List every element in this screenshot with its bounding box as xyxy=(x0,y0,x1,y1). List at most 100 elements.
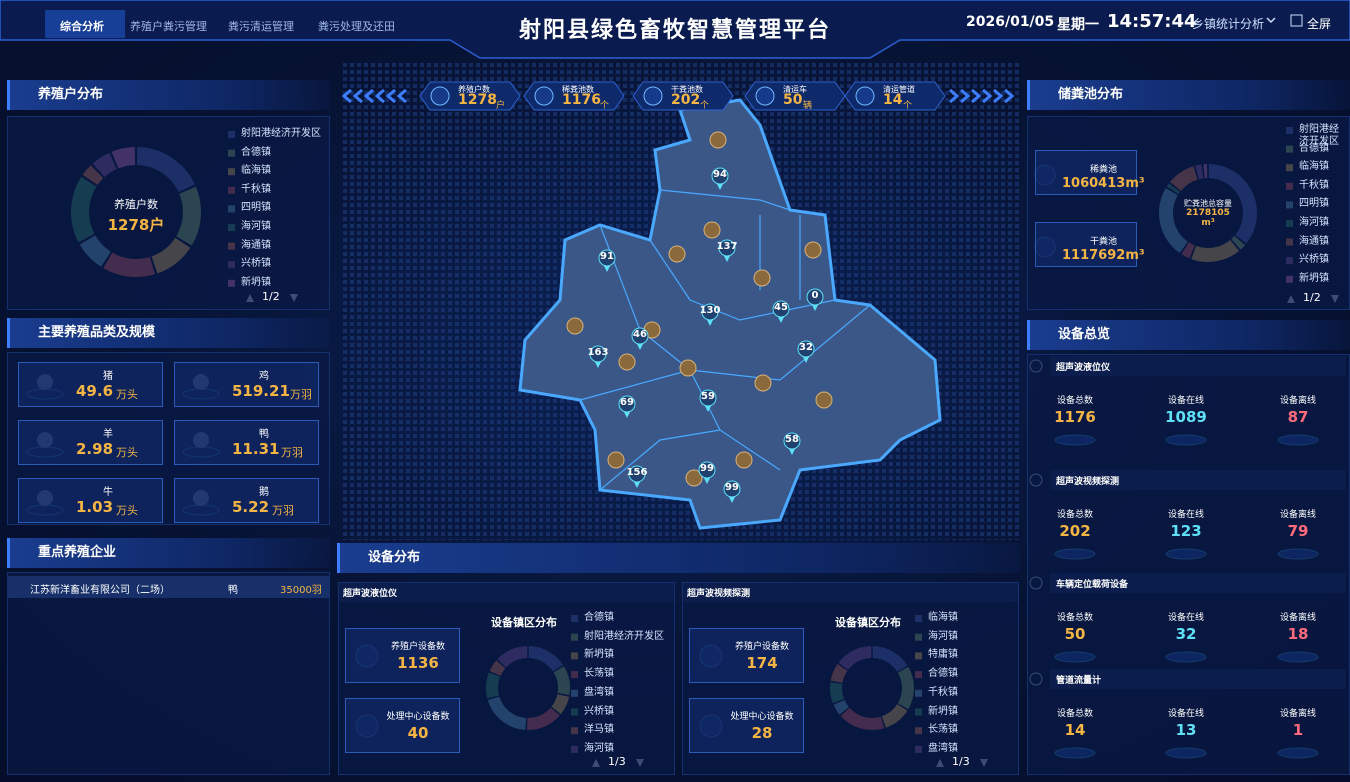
device-label: 养殖户设备数 xyxy=(390,642,445,652)
marker-count: 163 xyxy=(587,347,609,358)
legend-label: 特庸镇 xyxy=(928,649,958,661)
summary-unit: 户 xyxy=(496,101,506,111)
active-tab-bg xyxy=(45,10,125,38)
marker-tail xyxy=(778,317,784,323)
livestock-unit: 万头 xyxy=(116,388,138,401)
pager: 1/3 xyxy=(952,755,970,768)
legend-label: 千秋镇 xyxy=(928,686,958,698)
stat-label: 设备离线 xyxy=(1279,510,1316,520)
panel-header: 主要养殖品类及规模 xyxy=(7,318,330,348)
legend-label: 兴桥镇 xyxy=(584,705,614,717)
summary-label: 稀粪池数 xyxy=(562,85,594,94)
summary-label: 干粪池数 xyxy=(671,85,703,94)
chart-title: 设备镇区分布 xyxy=(491,616,557,629)
marker-count: 45 xyxy=(774,302,788,313)
pager: 1/3 xyxy=(608,755,626,768)
livestock-value: 5.22 xyxy=(232,498,270,516)
chart-title: 设备镇区分布 xyxy=(835,616,901,629)
nav-tab[interactable]: 养殖户粪污管理 xyxy=(130,20,207,33)
storage-label: 干粪池 xyxy=(1090,237,1118,247)
stat-value: 202 xyxy=(1059,522,1091,540)
strip-arrows xyxy=(949,88,1015,104)
livestock-card xyxy=(174,362,319,407)
nav-tab[interactable]: 综合分析 xyxy=(60,20,104,33)
marker-tail xyxy=(803,357,809,363)
livestock-value: 519.21 xyxy=(232,382,290,400)
enterprise-cell: 35000羽 xyxy=(280,585,322,596)
legend-label: 千秋镇 xyxy=(1299,179,1329,191)
stat-value: 79 xyxy=(1287,522,1309,540)
donut-center-label: 养殖户数 xyxy=(114,198,158,211)
marker-count: 130 xyxy=(699,305,721,316)
stat-label: 设备总数 xyxy=(1056,709,1093,719)
group-title: 管道流量计 xyxy=(1056,676,1102,686)
device-value: 1136 xyxy=(397,654,439,672)
region-menu[interactable]: 乡镇统计分析 xyxy=(1192,17,1265,31)
legend-label: 临海镇 xyxy=(928,612,958,623)
legend-label: 新坍镇 xyxy=(928,705,958,717)
livestock-name: 羊 xyxy=(103,429,113,440)
donut-center-label: 贮粪池总容量 xyxy=(1184,199,1232,208)
marker-count: 46 xyxy=(633,329,647,340)
device-card xyxy=(345,698,460,753)
farm-pin xyxy=(754,374,772,392)
stat-label: 设备在线 xyxy=(1167,396,1204,406)
stat-value: 1089 xyxy=(1165,408,1207,426)
summary-unit: 个 xyxy=(903,101,913,111)
legend-label: 四明镇 xyxy=(1299,198,1329,210)
legend-label: 长荡镇 xyxy=(584,668,614,680)
device-label: 养殖户设备数 xyxy=(734,642,789,652)
nav-tab[interactable]: 粪污处理及还田 xyxy=(318,20,395,33)
legend-label: 海通镇 xyxy=(241,239,271,251)
stat-label: 设备总数 xyxy=(1056,510,1093,520)
pager: 1/2 xyxy=(1303,291,1321,304)
panel-body xyxy=(7,116,330,310)
storage-value: 1117692m³ xyxy=(1062,248,1145,263)
summary-unit: 个 xyxy=(600,101,610,111)
legend-label: 海河镇 xyxy=(241,221,271,232)
farm-pin xyxy=(735,451,753,469)
summary-icon xyxy=(430,86,450,106)
legend-label: 合德镇 xyxy=(1299,142,1329,154)
marker-count: 94 xyxy=(713,169,727,180)
legend-label: 海河镇 xyxy=(1299,217,1329,228)
panel-header: 重点养殖企业 xyxy=(7,538,330,568)
legend-label: 射阳港经济开发区 xyxy=(1299,124,1339,147)
donut-center-value: 2178105 m³ xyxy=(1186,208,1230,228)
livestock-card xyxy=(174,478,319,523)
summary-value: 14 xyxy=(883,92,903,108)
legend-label: 海河镇 xyxy=(584,742,614,754)
stat-label: 设备总数 xyxy=(1056,396,1093,406)
device-card xyxy=(689,628,804,683)
group-title: 车辆定位载荷设备 xyxy=(1056,580,1129,590)
panel-body xyxy=(7,572,330,775)
summary-label: 养殖户数 xyxy=(458,85,490,94)
panel-body xyxy=(1027,116,1350,310)
legend-label: 合德镇 xyxy=(584,612,614,623)
group-title: 超声波液位仪 xyxy=(1056,363,1111,373)
storage-label: 稀粪池 xyxy=(1090,165,1118,175)
stat-value: 1 xyxy=(1292,721,1304,739)
device-label: 处理中心设备数 xyxy=(386,712,450,722)
fullscreen-button[interactable]: 全屏 xyxy=(1307,17,1332,31)
group-title: 超声波视频探测 xyxy=(1056,477,1120,487)
legend-label: 长荡镇 xyxy=(928,724,958,736)
farm-pin xyxy=(618,353,636,371)
legend-label: 千秋镇 xyxy=(241,183,271,195)
marker-tail xyxy=(595,362,601,368)
farm-pin xyxy=(703,221,721,239)
livestock-value: 2.98 xyxy=(76,440,114,458)
livestock-name: 鸭 xyxy=(259,429,269,440)
legend-label: 临海镇 xyxy=(1299,161,1329,173)
pager: 1/2 xyxy=(262,290,280,303)
strip-arrows xyxy=(341,88,407,104)
legend-label: 盘湾镇 xyxy=(928,742,958,754)
panel-header: 储粪池分布 xyxy=(1027,80,1350,110)
nav-tab[interactable]: 粪污清运管理 xyxy=(228,20,294,33)
livestock-value: 11.31 xyxy=(232,440,280,458)
stat-value: 13 xyxy=(1175,721,1197,739)
livestock-value: 49.6 xyxy=(76,382,114,400)
livestock-unit: 万羽 xyxy=(281,446,303,459)
sub-title: 超声波液位仪 xyxy=(343,589,398,599)
summary-unit: 个 xyxy=(700,101,710,111)
